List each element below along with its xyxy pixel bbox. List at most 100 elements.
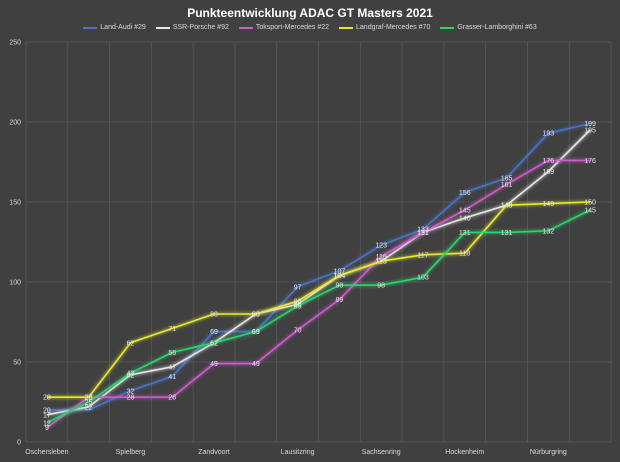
legend-swatch bbox=[440, 26, 455, 29]
legend-swatch bbox=[238, 26, 253, 29]
data-label: 148 bbox=[501, 203, 513, 210]
data-label: 89 bbox=[335, 297, 343, 304]
data-label: 69 bbox=[252, 329, 260, 336]
x-tick-label: Oschersleben bbox=[25, 449, 68, 456]
data-label: 145 bbox=[459, 208, 471, 215]
data-label: 123 bbox=[375, 243, 387, 250]
data-label: 149 bbox=[542, 201, 554, 208]
x-tick-label: Hockenheim bbox=[445, 449, 484, 456]
data-label: 80 bbox=[210, 312, 218, 319]
series-line-1 bbox=[46, 122, 591, 411]
legend-item-4: Landgraf-Mercedes #70 bbox=[339, 24, 430, 31]
data-label: 69 bbox=[210, 329, 218, 336]
data-label: 97 bbox=[294, 284, 302, 291]
data-label: 150 bbox=[584, 200, 596, 207]
data-label: 49 bbox=[210, 361, 218, 368]
series-line-4 bbox=[46, 201, 591, 399]
series-line-3 bbox=[46, 159, 591, 429]
legend-swatch bbox=[155, 26, 170, 29]
y-tick-label: 250 bbox=[9, 40, 21, 47]
data-label: 161 bbox=[501, 182, 513, 189]
data-label: 25 bbox=[85, 400, 93, 407]
data-label: 195 bbox=[584, 128, 596, 135]
x-tick-label: Zandvoort bbox=[198, 449, 230, 456]
x-tick-label: Sachsenring bbox=[362, 449, 401, 456]
chart-legend: Land-Audi #29 SSR-Porsche #92 Toksport-Mer… bbox=[0, 24, 620, 31]
legend-item-5: Grasser-Lamborghini #63 bbox=[440, 24, 537, 31]
data-label: 43 bbox=[127, 371, 135, 378]
data-label: 56 bbox=[168, 350, 176, 357]
data-label: 176 bbox=[542, 158, 554, 165]
data-label: 98 bbox=[335, 283, 343, 290]
data-label: 131 bbox=[417, 230, 429, 237]
data-label: 47 bbox=[168, 364, 176, 371]
data-label: 156 bbox=[459, 190, 471, 197]
data-label: 169 bbox=[542, 169, 554, 176]
y-tick-label: 100 bbox=[9, 280, 21, 287]
data-label: 176 bbox=[584, 158, 596, 165]
data-label: 133 bbox=[417, 227, 429, 234]
data-label: 132 bbox=[542, 228, 554, 235]
data-label: 71 bbox=[168, 326, 176, 333]
data-label: 42 bbox=[127, 372, 135, 379]
data-label: 131 bbox=[417, 230, 429, 237]
x-tick-label: Spielberg bbox=[116, 449, 146, 456]
data-label: 32 bbox=[127, 388, 135, 395]
data-label: 41 bbox=[168, 374, 176, 381]
data-label: 103 bbox=[417, 275, 429, 282]
data-label: 98 bbox=[377, 283, 385, 290]
y-tick-label: 0 bbox=[17, 440, 21, 447]
data-label: 22 bbox=[85, 404, 93, 411]
series-line-2 bbox=[46, 129, 591, 416]
data-label: 104 bbox=[334, 273, 346, 280]
data-label: 131 bbox=[459, 230, 471, 237]
data-label: 28 bbox=[85, 395, 93, 402]
data-label: 86 bbox=[294, 302, 302, 309]
y-tick-label: 50 bbox=[13, 360, 21, 367]
data-label: 62 bbox=[210, 340, 218, 347]
chart-title: Punkteentwicklung ADAC GT Masters 2021 bbox=[187, 6, 433, 20]
legend-label: Landgraf-Mercedes #70 bbox=[356, 24, 431, 31]
data-label: 28 bbox=[43, 395, 51, 402]
data-label: 17 bbox=[43, 412, 51, 419]
data-label: 28 bbox=[127, 395, 135, 402]
x-tick-label: Lausitzring bbox=[281, 449, 315, 456]
legend-label: Grasser-Lamborghini #63 bbox=[457, 24, 537, 31]
legend-label: SSR-Porsche #92 bbox=[172, 24, 229, 31]
data-label: 28 bbox=[85, 395, 93, 402]
data-label: 145 bbox=[584, 208, 596, 215]
data-label: 199 bbox=[584, 121, 596, 128]
data-label: 28 bbox=[168, 395, 176, 402]
legend-label: Toksport-Mercedes #22 bbox=[255, 24, 330, 31]
data-label: 131 bbox=[501, 230, 513, 237]
data-label: 69 bbox=[252, 329, 260, 336]
series-line-5 bbox=[46, 209, 591, 424]
data-label: 80 bbox=[252, 312, 260, 319]
data-label: 117 bbox=[417, 252, 428, 259]
y-tick-label: 150 bbox=[9, 200, 21, 207]
data-label: 113 bbox=[376, 259, 387, 266]
y-tick-label: 200 bbox=[9, 120, 21, 127]
data-label: 85 bbox=[294, 304, 302, 311]
data-label: 107 bbox=[334, 268, 346, 275]
legend-swatch bbox=[83, 26, 98, 29]
data-label: 70 bbox=[294, 328, 302, 335]
data-label: 49 bbox=[252, 361, 260, 368]
data-label: 140 bbox=[459, 216, 471, 223]
data-label: 62 bbox=[210, 340, 218, 347]
data-label: 118 bbox=[459, 251, 470, 258]
legend-item-2: SSR-Porsche #92 bbox=[155, 24, 229, 31]
data-label: 9 bbox=[45, 425, 49, 432]
data-label: 62 bbox=[127, 340, 135, 347]
legend-label: Land-Audi #29 bbox=[100, 24, 146, 31]
data-label: 88 bbox=[294, 299, 302, 306]
data-label: 80 bbox=[252, 312, 260, 319]
data-label: 20 bbox=[43, 408, 51, 415]
legend-swatch bbox=[339, 26, 354, 29]
legend-item-3: Toksport-Mercedes #22 bbox=[238, 24, 330, 31]
x-tick-label: Nürburgring bbox=[530, 449, 567, 456]
legend-item-1: Land-Audi #29 bbox=[83, 24, 146, 31]
data-label: 104 bbox=[334, 273, 346, 280]
